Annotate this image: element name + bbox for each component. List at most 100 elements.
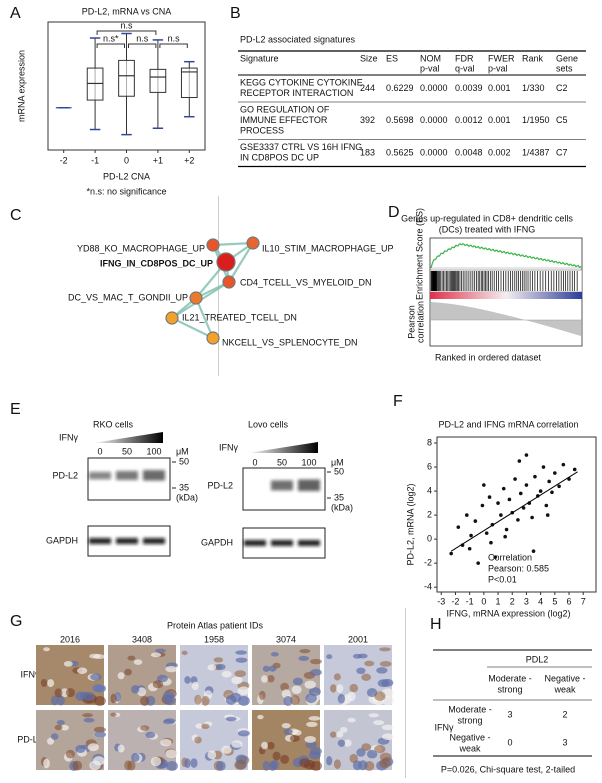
table-header: FDR xyxy=(455,53,474,63)
node xyxy=(206,238,220,252)
node xyxy=(246,236,260,250)
ihc-cell xyxy=(90,673,102,681)
ihc-cell xyxy=(65,749,75,759)
ihc-cell xyxy=(304,680,316,689)
ihc-cell xyxy=(60,724,69,731)
ihc-cell xyxy=(184,758,191,768)
ihc-cell xyxy=(124,760,132,771)
ihc-cell xyxy=(77,667,88,674)
ihc-cell xyxy=(289,735,300,742)
node-label: IFNG_IN_CD8POS_DC_UP xyxy=(100,258,213,268)
ihc-cell xyxy=(191,681,199,691)
ihc-cell xyxy=(349,753,359,763)
table-cell: 0.6229 xyxy=(386,83,414,93)
ihc-cell xyxy=(308,750,321,760)
panel-letter: G xyxy=(10,613,22,630)
table-header: sets xyxy=(556,63,573,73)
table-cell: 0.001 xyxy=(488,115,511,125)
edge xyxy=(228,242,254,283)
table-header: FWER xyxy=(488,53,515,63)
ihc-cell xyxy=(308,716,321,721)
ihc-cell xyxy=(137,687,147,697)
dose: 100 xyxy=(301,457,316,467)
table-cell: 183 xyxy=(360,147,375,157)
ihc-cell xyxy=(124,668,132,676)
x-tick-label: -1 xyxy=(466,596,474,606)
title: Protein Atlas patient IDs xyxy=(167,620,264,630)
point xyxy=(456,525,461,529)
patient-id: 3408 xyxy=(132,634,152,644)
ihc-cell xyxy=(165,760,178,771)
ihc-cell xyxy=(127,655,136,661)
point xyxy=(504,527,509,532)
edge xyxy=(171,317,214,339)
point xyxy=(513,477,517,481)
col-label: weak xyxy=(553,684,576,694)
table-cell: 0.001 xyxy=(488,83,511,93)
ihc-cell xyxy=(54,688,63,698)
point xyxy=(521,506,526,510)
y-tick-label: 0 xyxy=(427,534,432,544)
row-label: Moderate - xyxy=(448,704,492,714)
table-header: NOM xyxy=(420,53,441,63)
point xyxy=(550,490,554,495)
ihc-cell xyxy=(347,717,356,723)
edge xyxy=(194,297,215,339)
point xyxy=(484,531,489,535)
table-header: Signature xyxy=(240,53,279,63)
ihc-cell xyxy=(305,693,317,704)
ihc-cell xyxy=(231,676,243,685)
node-label: YD88_KO_MACROPHAGE_UP xyxy=(77,243,205,253)
node-label: NKCELL_VS_SPLENOCYTE_DN xyxy=(222,337,358,347)
table-header: Rank xyxy=(522,53,544,63)
ihc-cell xyxy=(133,659,143,665)
table-header: Size xyxy=(360,53,378,63)
ihc-cell xyxy=(140,695,150,706)
point xyxy=(480,503,485,508)
gsea-title: (DCs) treated with IFNG xyxy=(439,224,536,234)
ihc-cell xyxy=(56,695,65,706)
y-tick-label: 4 xyxy=(427,485,432,495)
dose-wedge xyxy=(93,432,163,443)
table-cell: C7 xyxy=(556,147,568,157)
ihc-cell xyxy=(195,723,203,729)
band xyxy=(271,540,293,546)
marker-unit: (kDa) xyxy=(331,502,353,512)
ihc-cell xyxy=(280,754,290,764)
ihc-cell xyxy=(283,695,293,706)
unit: μM xyxy=(176,446,189,456)
node-label: IL10_STIM_MACROPHAGE_UP xyxy=(262,243,394,253)
ihc-cell xyxy=(93,726,106,733)
treatment: IFNγ xyxy=(59,432,78,442)
x-tick-label: +1 xyxy=(153,155,163,165)
ihc-cell xyxy=(237,695,250,706)
signature: GSE3337 CTRL VS 16H IFNG xyxy=(240,142,362,152)
ihc-cell xyxy=(262,760,270,771)
signature: RECEPTOR INTERACTION xyxy=(240,88,353,98)
ihc-cell xyxy=(381,724,394,731)
point xyxy=(449,551,453,556)
ihc-cell xyxy=(267,741,275,750)
dose: 0 xyxy=(252,457,257,467)
ihc-cell xyxy=(72,760,83,771)
band xyxy=(298,479,320,491)
band xyxy=(116,471,138,480)
band xyxy=(298,540,320,546)
x-tick-label: +2 xyxy=(184,155,194,165)
chart-title: PD-L2, mRNA vs CNA xyxy=(82,6,172,16)
point xyxy=(530,515,534,520)
ihc-cell xyxy=(225,716,237,722)
point xyxy=(557,484,561,489)
ihc-cell xyxy=(292,677,304,686)
node-label: DC_VS_MAC_T_GONDII_UP xyxy=(68,292,188,302)
x-tick-label: 6 xyxy=(567,596,572,606)
cell-line: RKO cells xyxy=(93,419,134,429)
ihc-cell xyxy=(117,744,125,753)
point xyxy=(553,471,557,475)
bracket xyxy=(128,43,157,48)
row-label: IFNγ xyxy=(21,669,40,679)
band xyxy=(116,538,138,544)
panel-letter: E xyxy=(10,401,21,418)
ihc-cell xyxy=(131,684,140,694)
ihc-cell xyxy=(140,725,150,731)
